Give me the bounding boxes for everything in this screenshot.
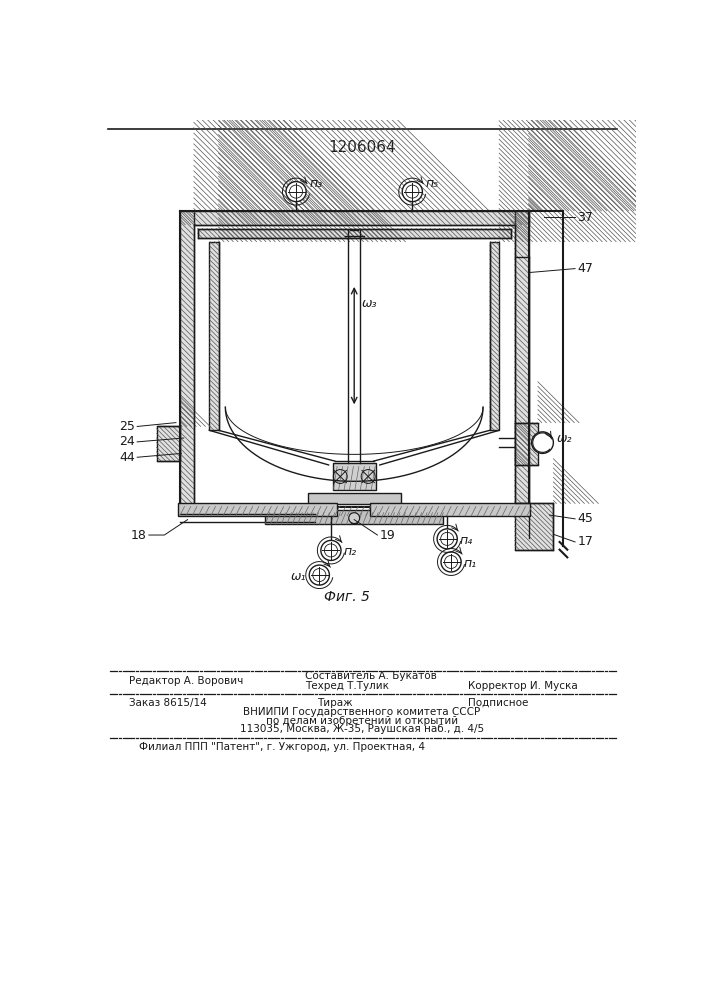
Bar [209, 242, 218, 430]
Text: 17: 17 [578, 535, 593, 548]
Bar [180, 211, 529, 225]
Text: 47: 47 [578, 262, 593, 275]
Text: Составитель А. Букатов: Составитель А. Букатов [305, 671, 437, 681]
Text: п₃: п₃ [309, 177, 322, 190]
Bar [515, 423, 538, 465]
Text: 19: 19 [380, 529, 395, 542]
Circle shape [532, 432, 554, 453]
Bar [180, 211, 194, 507]
Bar [515, 503, 554, 550]
Text: Заказ 8615/14: Заказ 8615/14 [129, 698, 206, 708]
Text: 113035, Москва, Ж-35, Раушская наб., д. 4/5: 113035, Москва, Ж-35, Раушская наб., д. … [240, 724, 484, 734]
Text: Корректор И. Муска: Корректор И. Муска [468, 681, 578, 691]
Text: 25: 25 [119, 420, 135, 433]
Text: 37: 37 [578, 211, 593, 224]
Text: 45: 45 [578, 512, 593, 525]
Text: ВНИИПИ Государственного комитета СССР: ВНИИПИ Государственного комитета СССР [243, 707, 481, 717]
Circle shape [349, 513, 360, 523]
Bar [308, 493, 401, 504]
Bar [156, 426, 180, 461]
Bar [333, 463, 376, 490]
Text: п₂: п₂ [344, 545, 356, 558]
Text: 1206064: 1206064 [328, 140, 396, 155]
Bar [515, 211, 529, 507]
Text: 44: 44 [119, 451, 135, 464]
Circle shape [321, 540, 341, 560]
Text: Подписное: Подписное [468, 698, 529, 708]
Bar [198, 229, 510, 238]
Bar [178, 503, 337, 516]
Text: ω₃: ω₃ [362, 297, 378, 310]
Circle shape [309, 565, 329, 585]
Circle shape [402, 182, 422, 202]
Bar [370, 503, 530, 516]
Text: п₅: п₅ [426, 177, 438, 190]
Bar [265, 510, 443, 524]
Circle shape [437, 529, 457, 549]
Text: ω₂: ω₂ [556, 432, 572, 445]
Text: Редактор А. Ворович: Редактор А. Ворович [129, 676, 243, 686]
Bar [490, 242, 499, 430]
Text: Тираж: Тираж [317, 698, 353, 708]
Circle shape [286, 182, 306, 202]
Text: п₄: п₄ [460, 534, 473, 547]
Text: 18: 18 [131, 529, 146, 542]
Text: п₁: п₁ [464, 557, 477, 570]
Text: ω₁: ω₁ [291, 570, 306, 583]
Text: 24: 24 [119, 435, 135, 448]
Text: Фиг. 5: Фиг. 5 [324, 590, 369, 604]
Circle shape [441, 552, 461, 572]
Text: Техред Т.Тулик: Техред Т.Тулик [305, 681, 390, 691]
Text: по делам изобретений и открытий: по делам изобретений и открытий [266, 716, 458, 726]
Text: Филиал ППП "Патент", г. Ужгород, ул. Проектная, 4: Филиал ППП "Патент", г. Ужгород, ул. Про… [139, 742, 425, 752]
